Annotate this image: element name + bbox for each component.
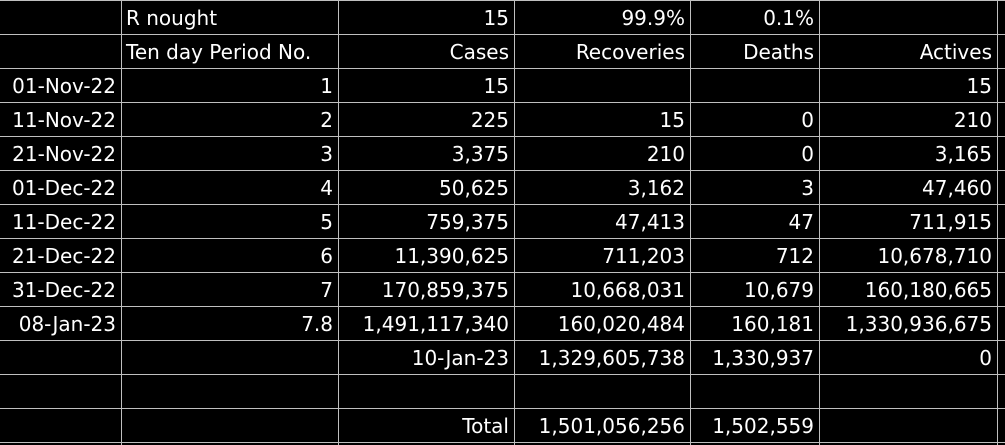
cases-cell[interactable]: 3,375 <box>451 142 509 166</box>
row-gridline <box>0 306 1005 307</box>
deaths-cell[interactable]: 10,679 <box>744 278 814 302</box>
row-gridline <box>0 374 1005 375</box>
actives-header[interactable]: Actives <box>919 40 992 64</box>
cases-cell[interactable]: 759,375 <box>426 210 509 234</box>
date-cell[interactable]: 01-Nov-22 <box>12 74 116 98</box>
recoveries-cell[interactable] <box>514 69 690 103</box>
cases-cell[interactable]: 15 <box>483 74 509 98</box>
period-cell[interactable]: 5 <box>320 210 333 234</box>
period-header[interactable]: Ten day Period No. <box>126 40 312 64</box>
recoveries-cell[interactable]: 15 <box>659 108 685 132</box>
final-deaths-cell[interactable]: 1,330,937 <box>712 346 814 370</box>
recoveries-cell[interactable]: 711,203 <box>602 244 685 268</box>
row-gridline <box>0 408 1005 409</box>
actives-cell[interactable]: 47,460 <box>922 176 992 200</box>
final-actives-cell[interactable]: 0 <box>979 346 992 370</box>
date-cell[interactable]: 21-Dec-22 <box>11 244 116 268</box>
column-gridline <box>338 0 339 445</box>
deaths-cell[interactable]: 47 <box>788 210 814 234</box>
recoveries-cell[interactable]: 10,668,031 <box>570 278 685 302</box>
row-gridline <box>0 102 1005 103</box>
period-cell[interactable]: 3 <box>320 142 333 166</box>
total-deaths-cell[interactable]: 1,502,559 <box>712 414 814 438</box>
row-gridline <box>0 68 1005 69</box>
actives-cell[interactable]: 1,330,936,675 <box>845 312 992 336</box>
date-cell[interactable]: 31-Dec-22 <box>11 278 116 302</box>
date-cell[interactable]: 01-Dec-22 <box>11 176 116 200</box>
cases-cell[interactable]: 225 <box>470 108 509 132</box>
date-cell[interactable]: 11-Dec-22 <box>11 210 116 234</box>
recoveries-header[interactable]: Recoveries <box>575 40 685 64</box>
actives-cell[interactable]: 10,678,710 <box>877 244 992 268</box>
column-gridline <box>819 0 820 445</box>
column-gridline <box>121 0 122 445</box>
recovery-rate[interactable]: 99.9% <box>621 6 685 30</box>
date-cell[interactable]: 21-Nov-22 <box>12 142 116 166</box>
total-label[interactable]: Total <box>462 414 509 438</box>
cases-cell[interactable]: 50,625 <box>439 176 509 200</box>
row-gridline <box>0 238 1005 239</box>
deaths-cell[interactable]: 160,181 <box>731 312 814 336</box>
recoveries-cell[interactable]: 210 <box>646 142 685 166</box>
row-gridline <box>0 442 1005 443</box>
row-gridline <box>0 204 1005 205</box>
deaths-cell[interactable]: 0 <box>801 142 814 166</box>
final-date-cell[interactable]: 10-Jan-23 <box>411 346 509 370</box>
row-gridline <box>0 272 1005 273</box>
period-cell[interactable]: 6 <box>320 244 333 268</box>
actives-cell[interactable]: 160,180,665 <box>864 278 992 302</box>
cases-cell[interactable]: 11,390,625 <box>394 244 509 268</box>
actives-cell[interactable]: 210 <box>953 108 992 132</box>
death-rate[interactable]: 0.1% <box>763 6 814 30</box>
date-cell[interactable]: 11-Nov-22 <box>12 108 116 132</box>
deaths-cell[interactable]: 712 <box>775 244 814 268</box>
period-cell[interactable]: 1 <box>320 74 333 98</box>
recoveries-cell[interactable]: 160,020,484 <box>557 312 685 336</box>
actives-cell[interactable]: 15 <box>966 74 992 98</box>
period-cell[interactable]: 7 <box>320 278 333 302</box>
column-gridline <box>514 0 515 445</box>
recoveries-cell[interactable]: 3,162 <box>627 176 685 200</box>
cases-cell[interactable]: 170,859,375 <box>381 278 509 302</box>
total-recoveries-cell[interactable]: 1,501,056,256 <box>538 414 685 438</box>
actives-cell[interactable]: 3,165 <box>934 142 992 166</box>
cases-cell[interactable]: 1,491,117,340 <box>362 312 509 336</box>
row-gridline <box>0 340 1005 341</box>
r-nought-value[interactable]: 15 <box>483 6 509 30</box>
date-cell[interactable]: 08-Jan-23 <box>18 312 116 336</box>
column-gridline <box>997 0 998 445</box>
recoveries-cell[interactable]: 47,413 <box>615 210 685 234</box>
deaths-cell[interactable] <box>690 69 819 103</box>
period-cell[interactable]: 2 <box>320 108 333 132</box>
period-cell[interactable]: 4 <box>320 176 333 200</box>
row-gridline <box>0 0 1005 1</box>
row-gridline <box>0 170 1005 171</box>
final-recoveries-cell[interactable]: 1,329,605,738 <box>538 346 685 370</box>
row-gridline <box>0 136 1005 137</box>
row-gridline <box>0 34 1005 35</box>
period-cell[interactable]: 7.8 <box>301 312 333 336</box>
column-gridline <box>690 0 691 445</box>
actives-cell[interactable]: 711,915 <box>909 210 992 234</box>
cases-header[interactable]: Cases <box>449 40 509 64</box>
deaths-cell[interactable]: 0 <box>801 108 814 132</box>
r-nought-label[interactable]: R nought <box>126 6 218 30</box>
deaths-header[interactable]: Deaths <box>743 40 814 64</box>
deaths-cell[interactable]: 3 <box>801 176 814 200</box>
